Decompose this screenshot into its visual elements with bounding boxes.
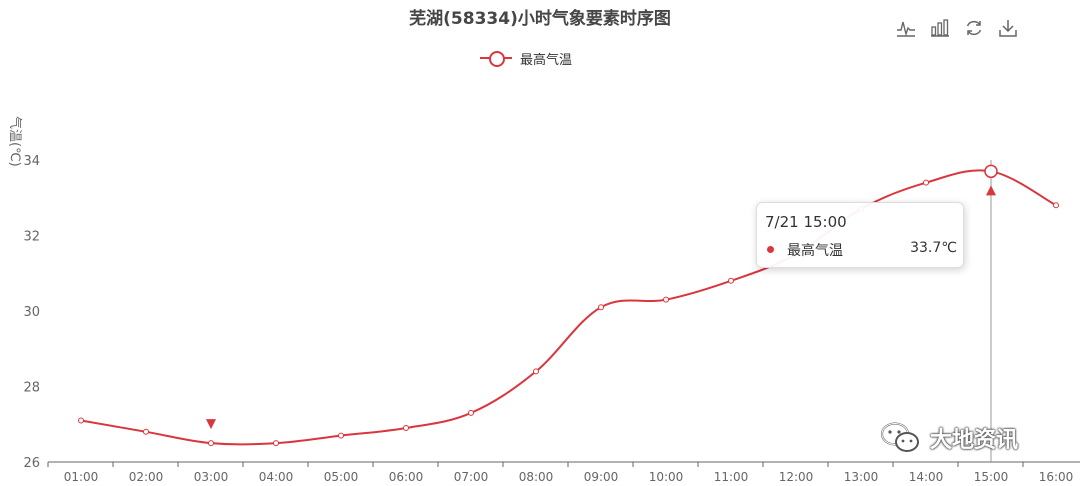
data-point xyxy=(984,164,998,179)
data-point xyxy=(1053,202,1059,209)
restore-icon[interactable] xyxy=(964,18,984,38)
download-icon[interactable] xyxy=(998,18,1018,38)
data-point xyxy=(923,179,929,186)
data-point xyxy=(78,417,84,424)
x-tick-label: 11:00 xyxy=(714,470,749,484)
x-tick-label: 12:00 xyxy=(779,470,814,484)
y-tick-label: 28 xyxy=(23,381,40,396)
y-tick-label: 32 xyxy=(23,230,40,245)
x-tick-label: 04:00 xyxy=(259,470,294,484)
x-tick-label: 01:00 xyxy=(64,470,99,484)
data-point xyxy=(598,304,604,311)
x-tick-label: 09:00 xyxy=(584,470,619,484)
wechat-icon xyxy=(881,422,919,452)
x-tick-label: 13:00 xyxy=(844,470,879,484)
data-point xyxy=(273,440,279,447)
min-mark-point xyxy=(206,419,216,430)
tooltip: 7/21 15:00 最高气温 33.7℃ xyxy=(756,202,964,268)
data-point xyxy=(403,425,409,432)
data-point xyxy=(338,432,344,439)
data-point xyxy=(663,296,669,303)
data-point xyxy=(208,440,214,447)
x-tick-label: 08:00 xyxy=(519,470,554,484)
y-tick-label: 26 xyxy=(23,456,40,471)
data-point xyxy=(728,277,734,284)
series-line xyxy=(80,169,1057,446)
x-tick-label: 14:00 xyxy=(909,470,944,484)
chart-title: 芜湖(58334)小时气象要素时序图 xyxy=(409,9,671,29)
y-tick-label: 34 xyxy=(23,154,40,169)
x-tick-label: 16:00 xyxy=(1039,470,1074,484)
watermark-text: 大地资讯 xyxy=(930,428,1019,453)
x-tick-label: 02:00 xyxy=(129,470,164,484)
data-point xyxy=(143,428,149,435)
toolbox xyxy=(896,18,1018,38)
data-point xyxy=(468,409,474,416)
data-point xyxy=(533,368,539,375)
tooltip-title: 7/21 15:00 xyxy=(765,213,847,231)
legend-label: 最高气温 xyxy=(520,52,573,68)
tooltip-series-dot xyxy=(767,246,774,253)
x-tick-label: 15:00 xyxy=(974,470,1009,484)
watermark: 大地资讯 xyxy=(880,421,1018,455)
x-tick-label: 10:00 xyxy=(649,470,684,484)
max-mark-point xyxy=(986,185,996,196)
x-tick-label: 06:00 xyxy=(389,470,424,484)
tooltip-value: 33.7℃ xyxy=(910,240,957,256)
x-tick-label: 03:00 xyxy=(194,470,229,484)
tooltip-series-name: 最高气温 xyxy=(787,243,843,259)
x-tick-label: 05:00 xyxy=(324,470,359,484)
bar-chart-icon[interactable] xyxy=(930,18,950,38)
legend[interactable]: 最高气温 xyxy=(480,48,572,68)
legend-marker xyxy=(480,50,512,67)
x-tick-label: 07:00 xyxy=(454,470,489,484)
line-chart-icon[interactable] xyxy=(896,18,916,38)
y-tick-label: 30 xyxy=(23,305,40,320)
